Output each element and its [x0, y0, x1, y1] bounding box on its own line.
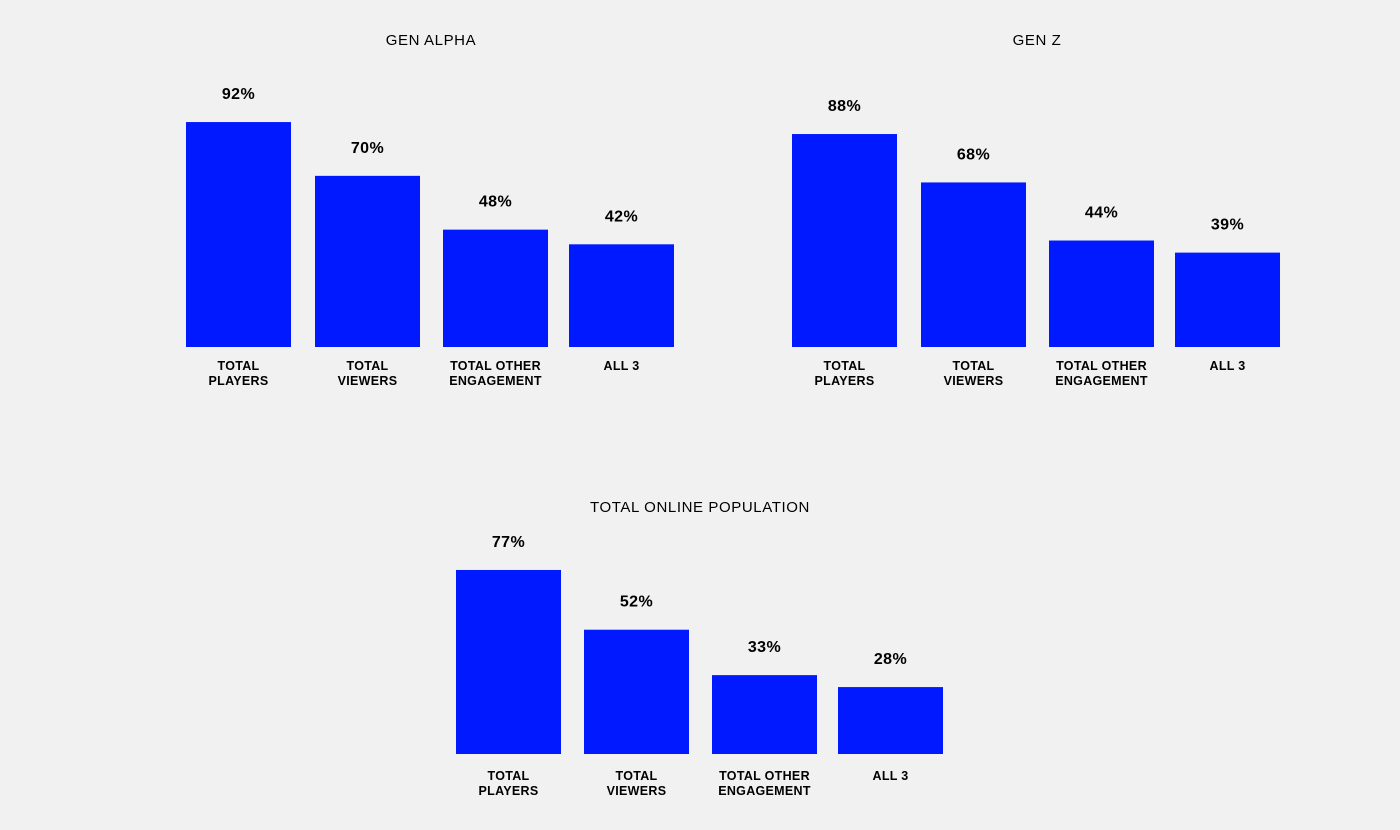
value-label-total-online-population-total-players: 77%: [492, 534, 525, 551]
value-label-gen-alpha-total-viewers: 70%: [351, 140, 384, 157]
chart-total-online-population: TOTAL ONLINE POPULATION 77% TOTAL PLAYERS 5…: [456, 499, 943, 798]
value-label-total-online-population-all-3: 28%: [874, 651, 907, 668]
bar-gen-alpha-all-3: [569, 244, 674, 347]
bars-gen-alpha: 92% TOTAL PLAYERS 70% TOTAL VIEWERS 48% TOTAL O…: [186, 86, 674, 388]
category-label-total-online-population-total-other-engagement: TOTAL OTHER ENGAGEMENT: [718, 769, 811, 798]
bar-total-online-population-total-viewers: [584, 629, 689, 754]
value-label-total-online-population-total-other-engagement: 33%: [748, 639, 781, 656]
category-label-gen-z-total-players: TOTAL PLAYERS: [815, 359, 875, 388]
value-label-gen-z-total-other-engagement: 44%: [1085, 205, 1118, 222]
value-label-gen-z-total-players: 88%: [828, 98, 861, 115]
value-label-gen-z-all-3: 39%: [1211, 217, 1244, 234]
bar-gen-alpha-total-other-engagement: [443, 229, 548, 347]
value-label-gen-alpha-all-3: 42%: [605, 208, 638, 225]
category-label-total-online-population-total-viewers: TOTAL VIEWERS: [607, 769, 667, 798]
value-label-gen-alpha-total-players: 92%: [222, 86, 255, 103]
chart-gen-alpha: GEN ALPHA 92% TOTAL PLAYERS 70% TOTAL VIEWERS…: [186, 32, 674, 388]
bar-total-online-population-total-other-engagement: [712, 675, 817, 754]
value-label-gen-alpha-total-other-engagement: 48%: [479, 194, 512, 211]
value-label-total-online-population-total-viewers: 52%: [620, 594, 653, 611]
category-label-gen-alpha-all-3: ALL 3: [604, 359, 640, 373]
bar-gen-z-all-3: [1175, 252, 1280, 347]
bar-gen-z-total-other-engagement: [1049, 240, 1154, 347]
chart-gen-z: GEN Z 88% TOTAL PLAYERS 68% TOTAL VIEWERS 44% T…: [792, 32, 1280, 388]
bar-gen-alpha-total-players: [186, 122, 291, 347]
category-label-total-online-population-total-players: TOTAL PLAYERS: [479, 769, 539, 798]
category-label-gen-z-total-other-engagement: TOTAL OTHER ENGAGEMENT: [1055, 359, 1148, 388]
value-label-gen-z-total-viewers: 68%: [957, 146, 990, 163]
chart-title-gen-z: GEN Z: [1013, 32, 1062, 49]
category-label-gen-alpha-total-players: TOTAL PLAYERS: [209, 359, 269, 388]
category-label-gen-z-total-viewers: TOTAL VIEWERS: [944, 359, 1004, 388]
chart-title-gen-alpha: GEN ALPHA: [386, 32, 476, 49]
category-label-gen-alpha-total-viewers: TOTAL VIEWERS: [338, 359, 398, 388]
bar-gen-z-total-players: [792, 134, 897, 347]
bars-total-online-population: 77% TOTAL PLAYERS 52% TOTAL VIEWERS 33% TOTAL O…: [456, 534, 943, 798]
category-label-gen-z-all-3: ALL 3: [1210, 359, 1246, 373]
category-label-total-online-population-all-3: ALL 3: [873, 769, 909, 783]
bars-gen-z: 88% TOTAL PLAYERS 68% TOTAL VIEWERS 44% TOTAL O…: [792, 98, 1280, 388]
bar-total-online-population-total-players: [456, 569, 561, 754]
bar-gen-z-total-viewers: [921, 182, 1026, 347]
bar-total-online-population-all-3: [838, 687, 943, 754]
bar-gen-alpha-total-viewers: [315, 175, 420, 347]
category-label-gen-alpha-total-other-engagement: TOTAL OTHER ENGAGEMENT: [449, 359, 542, 388]
chart-title-total-online-population: TOTAL ONLINE POPULATION: [590, 499, 810, 516]
